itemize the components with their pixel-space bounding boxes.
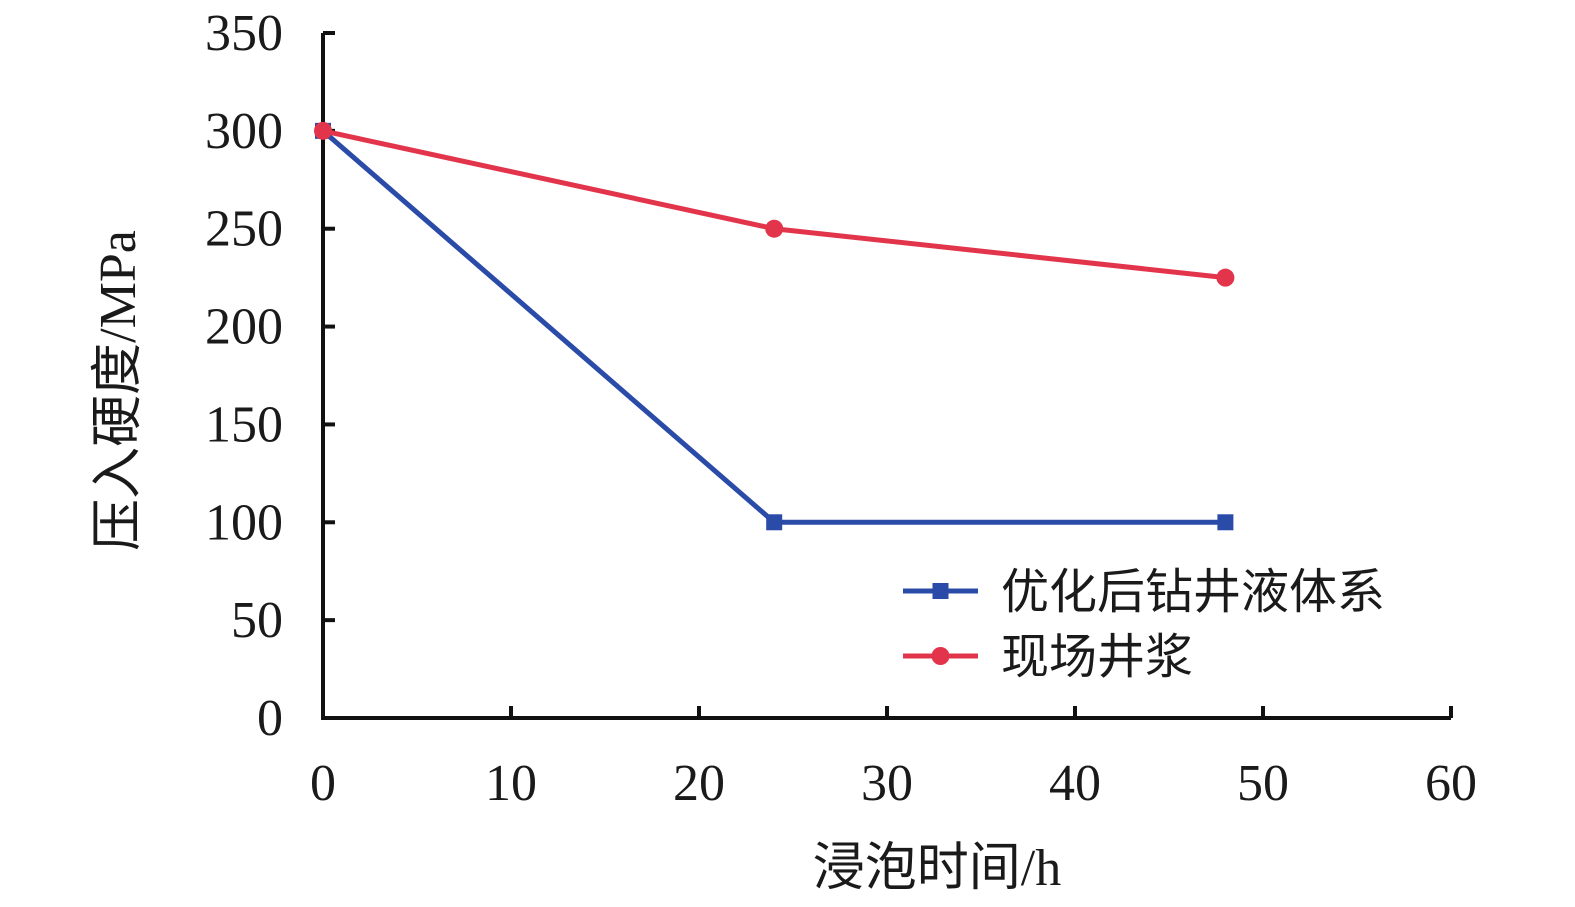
y-tick-label: 150 (205, 396, 283, 453)
x-tick-label: 10 (485, 755, 537, 812)
legend-label: 现场井浆 (1001, 631, 1193, 684)
series-line (321, 128, 1226, 525)
y-tick-label: 350 (205, 5, 283, 62)
y-axis-title: 压入硬度/MPa (90, 230, 147, 551)
y-tick-label: 300 (205, 103, 283, 160)
x-tick-label: 30 (861, 755, 913, 812)
y-tick-label: 100 (205, 494, 283, 551)
y-axis-ticks: 0 50 100 150 200 250 300 350 (205, 5, 335, 747)
x-tick-label: 50 (1237, 755, 1289, 812)
legend-label: 优化后钻井液体系 (1001, 566, 1385, 619)
y-tick-label: 200 (205, 299, 283, 356)
x-tick-label: 20 (673, 755, 725, 812)
legend-marker (932, 583, 949, 599)
series-2 (314, 121, 1235, 287)
x-tick-label: 60 (1425, 755, 1477, 812)
data-point (1216, 268, 1235, 287)
x-axis-ticks: 0 10 20 30 40 50 60 (310, 706, 1477, 812)
data-point (765, 219, 784, 238)
x-tick-label: 0 (310, 755, 336, 812)
legend-marker (931, 647, 950, 665)
series-1 (315, 122, 1234, 531)
y-tick-label: 0 (257, 690, 283, 747)
series-line (322, 128, 1226, 281)
y-tick-label: 250 (205, 201, 283, 258)
x-tick-label: 40 (1049, 755, 1101, 812)
y-tick-label: 50 (231, 592, 283, 649)
legend-item: 优化后钻井液体系 (903, 566, 1385, 619)
data-point (314, 121, 332, 140)
data-point (1217, 514, 1234, 531)
legend-item: 现场井浆 (903, 631, 1193, 684)
data-point (766, 514, 783, 531)
series-layer (314, 121, 1235, 531)
x-axis-title: 浸泡时间/h (813, 840, 1061, 897)
